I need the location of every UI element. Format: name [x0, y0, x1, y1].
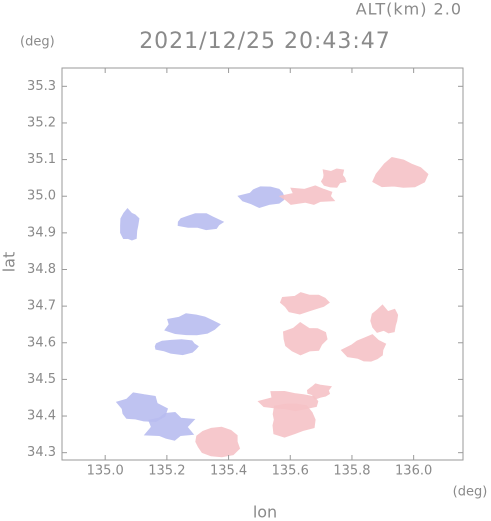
y-tick-label: 34.9 — [27, 225, 56, 240]
y-tick-label: 34.4 — [27, 409, 56, 424]
echo-patch — [115, 392, 169, 423]
x-tick-label: 135.2 — [148, 464, 185, 479]
y-tick-label: 35.2 — [27, 115, 56, 130]
echo-patch — [306, 383, 333, 400]
echo-patch — [237, 186, 285, 209]
echo-patch — [177, 213, 225, 231]
echo-patch — [282, 321, 328, 356]
echo-patch — [164, 313, 221, 336]
y-unit: (deg) — [20, 35, 55, 50]
echo-patch — [279, 292, 330, 315]
altitude: ALT(km) 2.0 — [356, 0, 462, 19]
x-tick-label: 136.0 — [395, 464, 432, 479]
echo-patch — [272, 403, 316, 438]
echo-patch — [195, 426, 241, 458]
x-tick-label: 135.4 — [210, 464, 247, 479]
y-tick-label: 34.8 — [27, 262, 56, 277]
y-axis-label: lat — [0, 252, 19, 273]
chart-title: 2021/12/25 20:43:47 — [139, 29, 391, 54]
y-tick-label: 35.1 — [27, 152, 56, 167]
echo-patch — [370, 304, 399, 334]
y-tick-label: 34.3 — [27, 445, 56, 460]
echo-patch — [372, 157, 429, 188]
x-tick-label: 135.8 — [333, 464, 370, 479]
echo-layer — [115, 157, 429, 458]
y-tick-label: 35.0 — [27, 189, 56, 204]
echo-patch — [320, 168, 347, 188]
y-tick-label: 35.3 — [27, 79, 56, 94]
y-tick-label: 34.5 — [27, 372, 56, 387]
x-axis-label: lon — [253, 503, 277, 521]
x-tick-label: 135.0 — [87, 464, 124, 479]
echo-patch — [278, 185, 336, 205]
plot-frame — [61, 67, 464, 461]
x-unit: (deg) — [453, 485, 488, 500]
y-tick-label: 34.7 — [27, 299, 56, 314]
x-tick-label: 135.6 — [272, 464, 309, 479]
echo-patch — [154, 339, 199, 356]
y-tick-label: 34.6 — [27, 335, 56, 350]
echo-patch — [120, 208, 140, 241]
echo-patch — [340, 334, 387, 362]
